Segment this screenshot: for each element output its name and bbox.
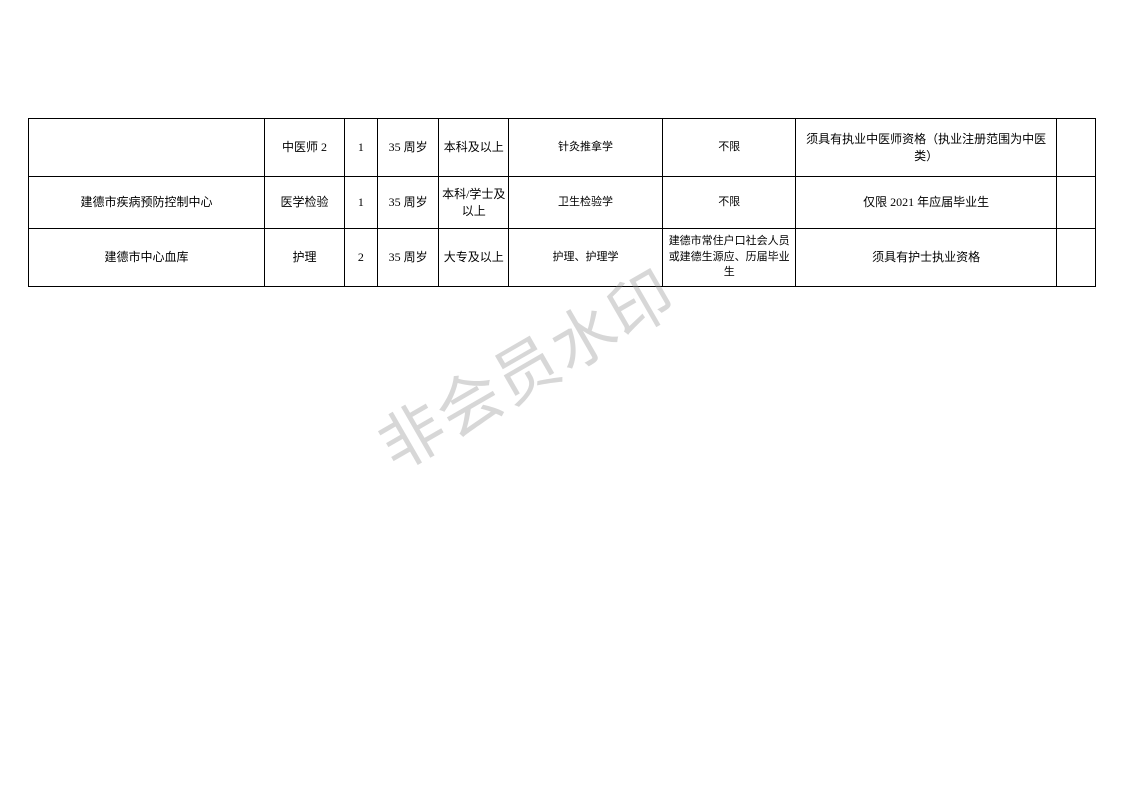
cell-requirement: 须具有执业中医师资格（执业注册范围为中医类） xyxy=(796,119,1057,177)
cell-org: 建德市疾病预防控制中心 xyxy=(29,177,265,229)
cell-education: 本科及以上 xyxy=(439,119,509,177)
cell-age: 35 周岁 xyxy=(377,229,439,287)
cell-major: 针灸推拿学 xyxy=(509,119,663,177)
cell-requirement: 须具有护士执业资格 xyxy=(796,229,1057,287)
cell-scope: 不限 xyxy=(663,119,796,177)
cell-count: 1 xyxy=(344,177,377,229)
cell-note xyxy=(1056,177,1095,229)
cell-count: 2 xyxy=(344,229,377,287)
cell-org: 建德市中心血库 xyxy=(29,229,265,287)
cell-major: 护理、护理学 xyxy=(509,229,663,287)
cell-scope: 不限 xyxy=(663,177,796,229)
cell-education: 大专及以上 xyxy=(439,229,509,287)
table-row: 中医师 2 1 35 周岁 本科及以上 针灸推拿学 不限 须具有执业中医师资格（… xyxy=(29,119,1096,177)
recruitment-table-container: 中医师 2 1 35 周岁 本科及以上 针灸推拿学 不限 须具有执业中医师资格（… xyxy=(28,118,1096,287)
cell-note xyxy=(1056,229,1095,287)
cell-note xyxy=(1056,119,1095,177)
cell-position: 中医师 2 xyxy=(264,119,344,177)
cell-age: 35 周岁 xyxy=(377,119,439,177)
cell-org xyxy=(29,119,265,177)
cell-age: 35 周岁 xyxy=(377,177,439,229)
table-row: 建德市疾病预防控制中心 医学检验 1 35 周岁 本科/学士及以上 卫生检验学 … xyxy=(29,177,1096,229)
cell-count: 1 xyxy=(344,119,377,177)
cell-position: 护理 xyxy=(264,229,344,287)
cell-position: 医学检验 xyxy=(264,177,344,229)
recruitment-table: 中医师 2 1 35 周岁 本科及以上 针灸推拿学 不限 须具有执业中医师资格（… xyxy=(28,118,1096,287)
table-row: 建德市中心血库 护理 2 35 周岁 大专及以上 护理、护理学 建德市常住户口社… xyxy=(29,229,1096,287)
cell-major: 卫生检验学 xyxy=(509,177,663,229)
cell-scope: 建德市常住户口社会人员或建德生源应、历届毕业生 xyxy=(663,229,796,287)
cell-education: 本科/学士及以上 xyxy=(439,177,509,229)
cell-requirement: 仅限 2021 年应届毕业生 xyxy=(796,177,1057,229)
